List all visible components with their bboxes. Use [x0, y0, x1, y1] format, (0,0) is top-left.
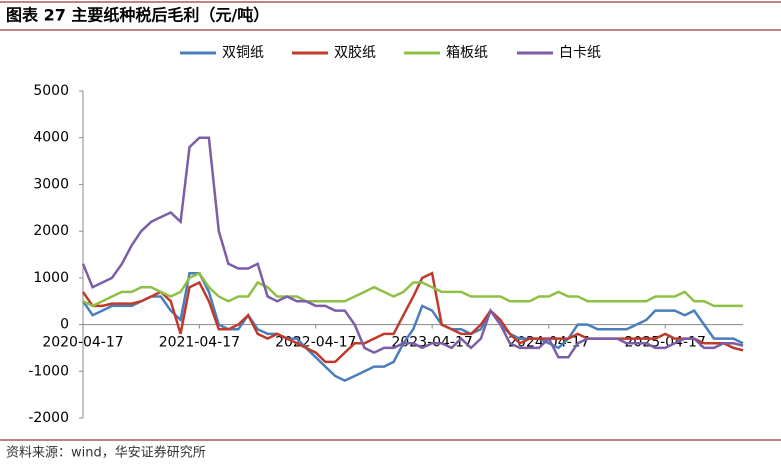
x-tick-label: 2021-04-17 [159, 335, 240, 351]
series-line [81, 271, 744, 382]
legend-label: 双胶纸 [334, 44, 376, 61]
y-tick-label: 3000 [33, 176, 69, 192]
legend-label: 白卡纸 [559, 45, 601, 61]
x-tick-label: 2022-04-17 [275, 335, 356, 351]
source: 资料来源：wind，华安证券研究所 [6, 445, 206, 461]
series-line [81, 136, 744, 359]
x-tick-label: 2020-04-17 [42, 335, 123, 351]
y-tick-label: -1000 [28, 363, 69, 379]
y-tick-label: 4000 [33, 130, 69, 146]
y-tick-label: -2000 [28, 410, 69, 426]
y-tick-label: 1000 [33, 270, 69, 286]
legend-label: 双铜纸 [222, 45, 264, 61]
series-line [81, 271, 744, 364]
legend-label: 箱板纸 [446, 45, 488, 61]
chart-title: 图表 27 主要纸种税后毛利（元/吨） [6, 6, 269, 25]
y-tick-label: 0 [60, 317, 69, 333]
series-line [82, 271, 743, 308]
y-tick-label: 2000 [33, 223, 69, 239]
y-tick-label: 5000 [33, 83, 69, 99]
